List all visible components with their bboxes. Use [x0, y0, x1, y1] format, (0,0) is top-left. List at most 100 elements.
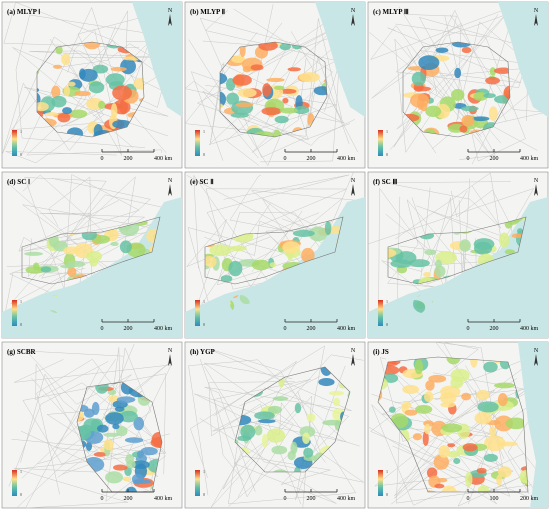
boundary-line	[67, 28, 122, 156]
value-patch	[51, 85, 61, 99]
legend-high: 1	[386, 299, 388, 304]
north-label: N	[534, 178, 539, 184]
boundary-line	[61, 43, 172, 117]
north-label: N	[168, 348, 173, 354]
boundary-line	[385, 181, 511, 229]
value-patch	[446, 450, 460, 458]
scale-label: 100	[490, 496, 499, 502]
value-patch	[402, 384, 420, 394]
boundary-line	[199, 418, 337, 504]
value-patch	[418, 55, 440, 71]
value-patch	[388, 248, 397, 258]
value-patch	[250, 64, 264, 71]
value-patch	[126, 460, 136, 469]
north-label: N	[351, 348, 356, 354]
panel-label: (i) JS	[373, 348, 389, 356]
value-patch	[119, 99, 128, 115]
value-patch	[440, 402, 456, 408]
value-patch	[303, 447, 314, 458]
value-patch	[52, 64, 63, 69]
value-patch	[271, 445, 288, 455]
legend-low: 0	[386, 492, 388, 497]
scale-label: 400 km	[154, 326, 173, 332]
value-patch	[450, 376, 464, 389]
scale-label: 400 km	[337, 496, 356, 502]
value-patch	[110, 241, 119, 247]
region-outline	[21, 216, 161, 285]
value-patch	[428, 374, 447, 383]
legend-low: 0	[20, 492, 22, 497]
value-patch	[413, 86, 432, 92]
region-outline	[234, 366, 351, 473]
value-patch	[474, 411, 492, 425]
value-patch	[279, 107, 298, 114]
north-label: N	[534, 348, 539, 354]
boundary-line	[199, 358, 294, 498]
value-patch	[240, 424, 256, 440]
value-patch	[301, 247, 315, 263]
legend-high: 1	[386, 129, 388, 134]
sea	[518, 342, 548, 508]
value-patch	[476, 467, 487, 474]
legend-high: 1	[20, 299, 22, 304]
boundary-line	[24, 86, 169, 153]
value-patch	[51, 95, 67, 108]
value-patch	[483, 93, 496, 99]
north-arrow	[168, 184, 172, 196]
value-patch	[40, 266, 52, 273]
value-patch	[279, 88, 297, 94]
map-panel: (b) MLYP Ⅱ N 1 0 0 200 400 km	[184, 1, 366, 169]
value-patch	[231, 55, 246, 63]
value-patch	[440, 385, 461, 399]
scale-label: 400 km	[520, 156, 539, 162]
panel-label: (g) SCBR	[7, 348, 37, 356]
value-patch	[79, 68, 98, 82]
north-arrow	[351, 14, 355, 26]
scale-label: 200 km	[520, 496, 539, 502]
value-patch	[441, 485, 457, 492]
value-patch	[388, 406, 396, 413]
value-patch	[483, 361, 498, 373]
value-patch	[476, 389, 490, 401]
scale-label: 200	[124, 496, 133, 502]
map-panel: (f) SC Ⅲ N 1 0 0 200 400 km	[367, 171, 549, 339]
value-patch	[67, 260, 86, 268]
value-patch	[266, 428, 286, 443]
value-patch	[105, 412, 124, 425]
value-patch	[88, 81, 105, 94]
value-patch	[220, 275, 233, 283]
north-label: N	[351, 8, 356, 14]
value-patch	[497, 441, 518, 447]
boundary-line	[300, 56, 350, 144]
value-patch	[110, 103, 118, 119]
value-patch	[103, 439, 114, 451]
value-patch	[505, 417, 527, 430]
north-label: N	[168, 8, 173, 14]
scale-label: 400 km	[154, 496, 173, 502]
value-patch	[112, 85, 132, 101]
value-patch	[205, 255, 217, 268]
legend-bar	[12, 130, 17, 156]
value-patch	[137, 450, 144, 459]
value-patch	[302, 432, 311, 444]
value-patch	[232, 74, 252, 86]
value-patch	[228, 245, 247, 252]
value-patch	[205, 264, 210, 270]
value-patch	[124, 437, 144, 443]
value-patch	[25, 266, 44, 274]
value-patch	[426, 467, 438, 479]
value-patch	[220, 91, 226, 107]
value-patch	[97, 424, 109, 433]
value-patch	[61, 53, 71, 66]
value-patch	[493, 67, 510, 74]
value-patch	[441, 423, 463, 433]
value-patch	[461, 392, 472, 401]
scale-label: 0	[467, 326, 470, 332]
boundary-line	[211, 349, 357, 505]
value-patch	[228, 260, 243, 277]
value-patch	[423, 391, 434, 403]
sea	[368, 197, 548, 338]
value-patch	[294, 466, 301, 472]
boundary-line	[387, 27, 522, 84]
legend-bar	[195, 130, 200, 156]
